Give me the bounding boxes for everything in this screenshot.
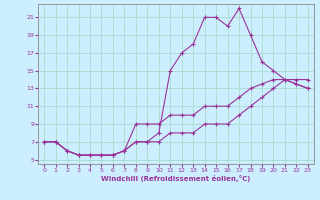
X-axis label: Windchill (Refroidissement éolien,°C): Windchill (Refroidissement éolien,°C): [101, 175, 251, 182]
